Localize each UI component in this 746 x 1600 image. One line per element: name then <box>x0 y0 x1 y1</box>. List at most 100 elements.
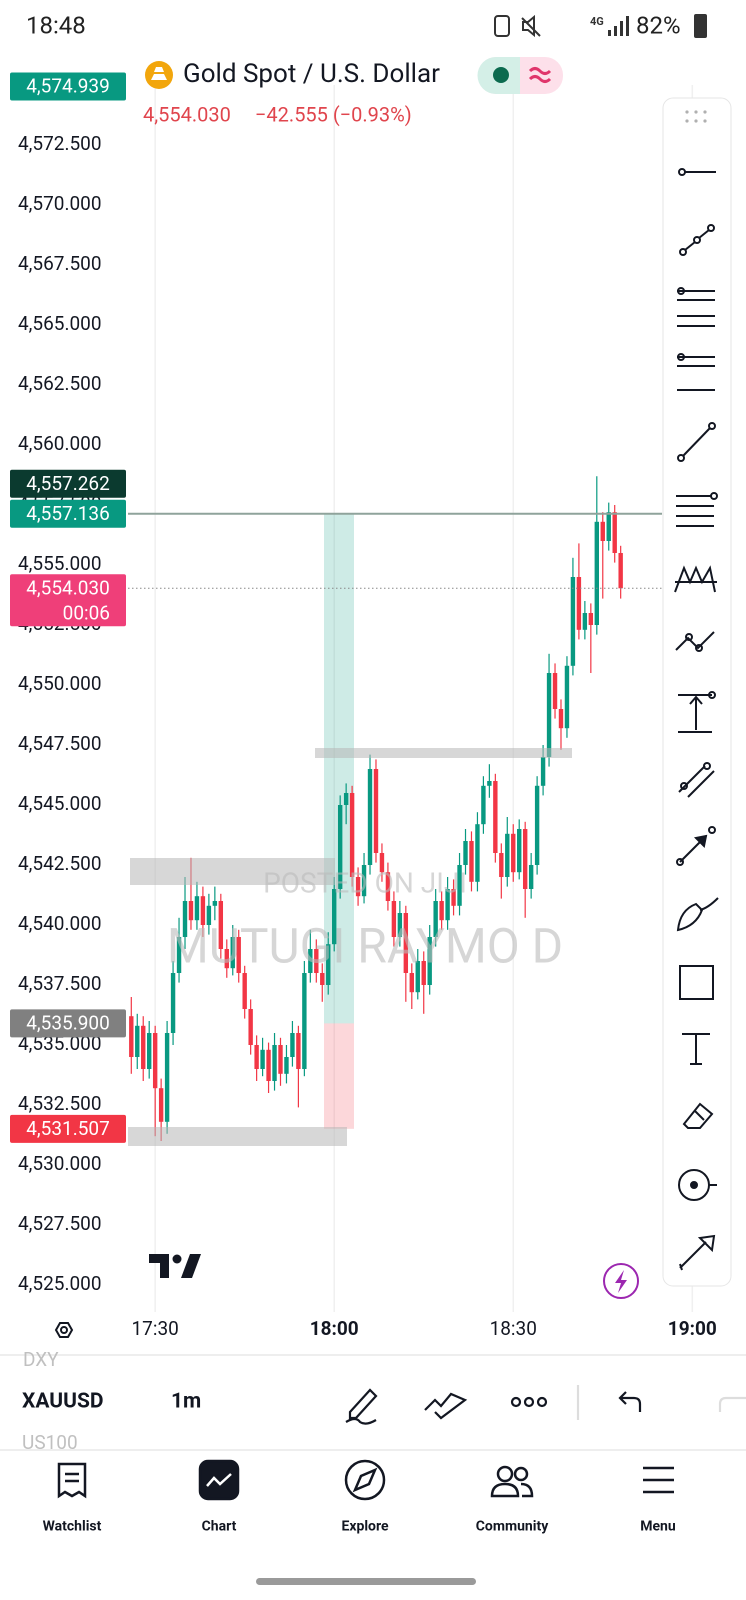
short-position-tool[interactable] <box>677 353 715 391</box>
path-tool[interactable] <box>695 644 703 652</box>
magnet-tool[interactable] <box>678 1169 717 1201</box>
drawings-button[interactable] <box>424 1392 468 1420</box>
cursor-tool[interactable] <box>679 1234 716 1271</box>
arrow-tool[interactable] <box>676 826 716 866</box>
chart-icon[interactable] <box>198 1459 240 1501</box>
undo-button[interactable] <box>618 1391 642 1412</box>
trend-line-tool[interactable] <box>693 236 701 244</box>
trend-line-tool[interactable] <box>679 224 715 256</box>
community-icon[interactable] <box>490 1465 534 1498</box>
draw-button[interactable] <box>345 1388 378 1425</box>
path-tool[interactable] <box>675 631 715 651</box>
parallel-channel-tool[interactable] <box>680 782 688 790</box>
undo-button[interactable] <box>618 1391 642 1412</box>
drawings-button[interactable] <box>424 1392 468 1420</box>
interval[interactable]: 1m <box>171 1390 201 1414</box>
line-tool[interactable] <box>677 454 685 462</box>
trend-line-tool[interactable] <box>679 248 687 256</box>
explore-icon[interactable] <box>344 1459 386 1501</box>
arrow-tool[interactable] <box>676 858 684 866</box>
symbol-next[interactable]: US100 <box>22 1431 78 1454</box>
pitchfork-tool[interactable] <box>676 492 718 527</box>
nav-label[interactable]: Watchlist <box>43 1519 102 1535</box>
symbol-prev[interactable]: DXY <box>23 1348 59 1371</box>
pitchfork-tool[interactable] <box>676 495 714 527</box>
explore-icon[interactable] <box>352 1467 378 1493</box>
position-profit <box>324 513 354 1024</box>
settings-button[interactable] <box>60 1326 68 1334</box>
trend-line-tool[interactable] <box>707 224 715 232</box>
nav-label[interactable]: Community <box>476 1519 549 1535</box>
long-position-tool[interactable] <box>677 287 715 327</box>
menu-icon[interactable] <box>643 1466 674 1494</box>
pattern-tool[interactable] <box>674 565 717 593</box>
drawing-toolbar <box>662 97 732 1287</box>
settings-button[interactable] <box>54 1322 74 1338</box>
horizontal-ray-tool[interactable] <box>678 168 716 176</box>
drag-handle[interactable] <box>703 119 707 123</box>
path-tool[interactable] <box>685 633 693 641</box>
price-range-tool[interactable] <box>708 691 716 699</box>
text-tool[interactable] <box>682 1033 710 1065</box>
cursor-tool[interactable] <box>679 1234 716 1271</box>
arrow-tool[interactable] <box>708 826 716 834</box>
redo-button[interactable] <box>718 1396 746 1412</box>
drag-handle[interactable] <box>694 110 698 114</box>
price-range-tool[interactable] <box>678 694 712 733</box>
line-tool[interactable] <box>708 422 716 430</box>
pattern-tool[interactable] <box>674 565 717 593</box>
more-button[interactable] <box>536 1396 548 1408</box>
lightning-button[interactable] <box>615 1270 627 1293</box>
drag-handle[interactable] <box>685 110 707 123</box>
drag-handle[interactable] <box>703 110 707 114</box>
eraser-tool[interactable] <box>682 1102 714 1129</box>
brush-tool[interactable] <box>676 897 719 932</box>
watchlist-icon[interactable] <box>57 1462 87 1499</box>
community-icon[interactable] <box>496 1465 514 1483</box>
community-icon[interactable] <box>513 1466 529 1482</box>
rectangle-tool[interactable] <box>679 965 714 1000</box>
eraser-tool[interactable] <box>682 1102 714 1129</box>
more-button[interactable] <box>510 1396 548 1408</box>
more-button[interactable] <box>510 1396 522 1408</box>
chart-icon[interactable] <box>198 1459 240 1501</box>
nav-label[interactable]: Chart <box>202 1519 237 1535</box>
community-icon[interactable] <box>490 1482 534 1498</box>
more-button[interactable] <box>523 1396 535 1408</box>
text-tool[interactable] <box>682 1033 710 1065</box>
symbol-name[interactable]: Gold Spot / U.S. Dollar <box>183 59 440 89</box>
long-position-tool[interactable] <box>677 287 685 295</box>
draw-button[interactable] <box>345 1388 378 1425</box>
nav-label[interactable]: Menu <box>640 1519 676 1535</box>
parallel-channel-tool[interactable] <box>678 765 715 798</box>
trend-line-tool[interactable] <box>684 229 710 251</box>
drag-handle[interactable] <box>685 119 689 123</box>
rectangle-tool[interactable] <box>679 965 714 1000</box>
explore-icon[interactable] <box>344 1459 386 1501</box>
brush-tool[interactable] <box>676 897 719 932</box>
long-position-tool[interactable] <box>677 290 715 327</box>
candle-body <box>600 521 605 541</box>
line-tool[interactable] <box>677 422 716 462</box>
watchlist-icon[interactable] <box>57 1462 87 1499</box>
lightning-button[interactable] <box>603 1263 639 1299</box>
symbol-current[interactable]: XAUUSD <box>22 1390 104 1414</box>
nav-label[interactable]: Explore <box>341 1519 388 1535</box>
settings-button[interactable] <box>54 1322 74 1338</box>
path-tool[interactable] <box>675 631 715 652</box>
parallel-channel-tool[interactable] <box>703 762 711 770</box>
menu-icon[interactable] <box>643 1466 674 1494</box>
price-range-tool[interactable] <box>678 691 716 733</box>
parallel-channel-tool[interactable] <box>678 762 715 798</box>
chart-icon[interactable] <box>206 1473 232 1487</box>
drag-handle[interactable] <box>685 110 689 114</box>
drag-handle[interactable] <box>694 119 698 123</box>
line-tool[interactable] <box>682 427 711 457</box>
arrow-tool[interactable] <box>693 834 708 849</box>
candle-body <box>552 673 558 709</box>
magnet-tool[interactable] <box>690 1181 698 1189</box>
pitchfork-tool[interactable] <box>710 492 718 500</box>
candle-body <box>141 1025 146 1069</box>
short-position-tool[interactable] <box>677 353 685 361</box>
redo-button[interactable] <box>718 1396 746 1412</box>
